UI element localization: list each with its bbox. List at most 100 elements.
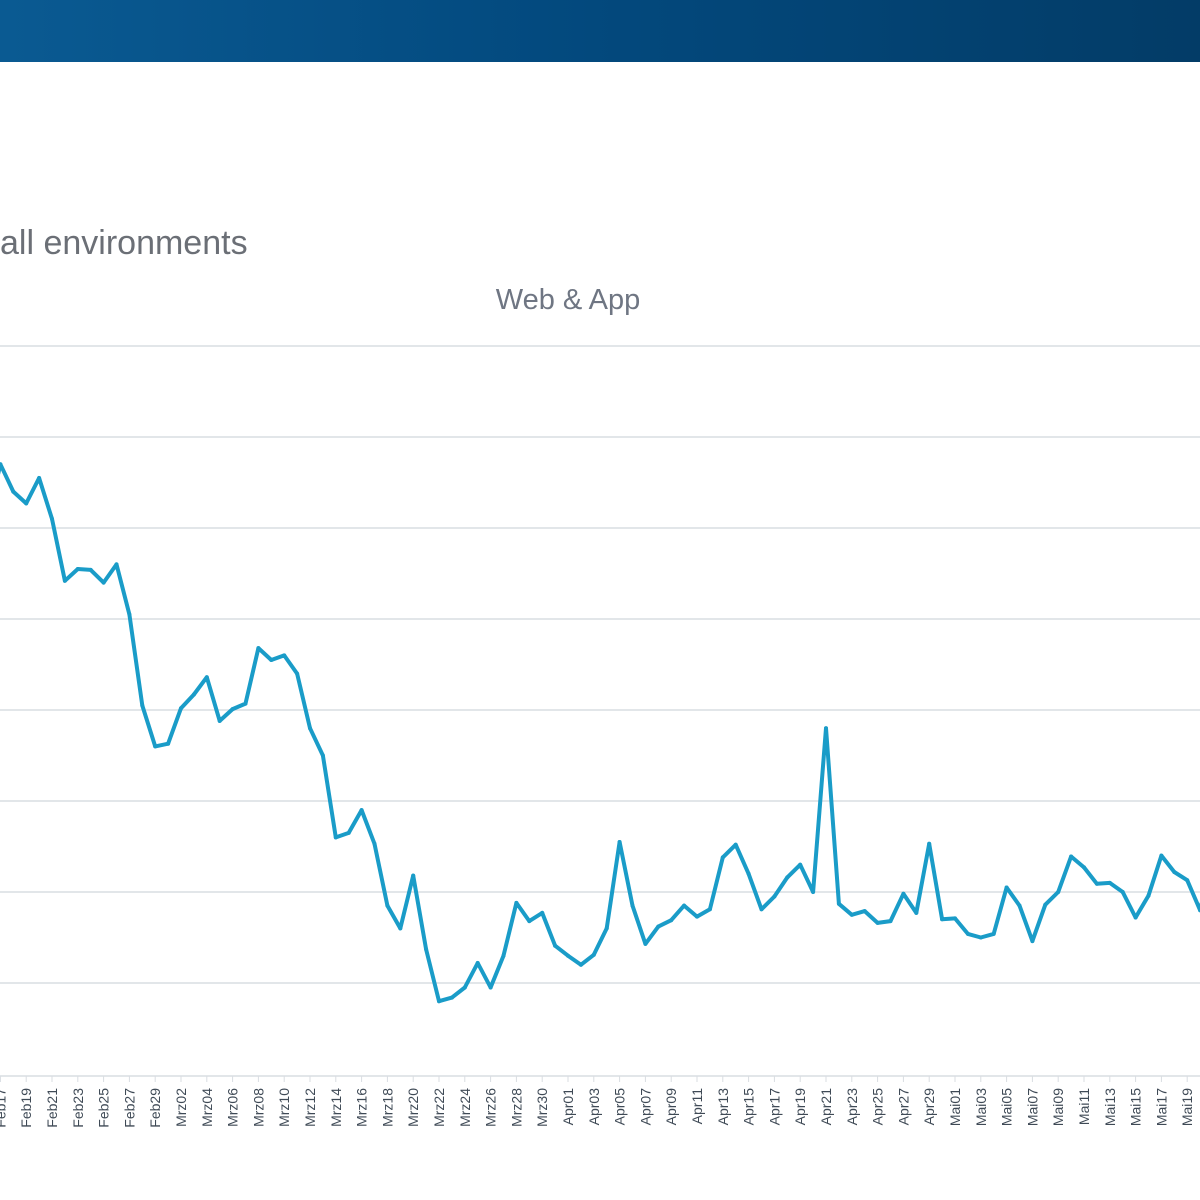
data-point	[1043, 902, 1048, 907]
data-point	[424, 947, 429, 952]
data-point	[88, 567, 93, 572]
x-tick-label: Mrz20	[405, 1088, 421, 1127]
series-line	[0, 462, 1200, 1004]
x-tick-label: Feb19	[18, 1088, 34, 1128]
x-tick-label: Apr29	[921, 1088, 937, 1126]
x-tick-label: Feb27	[121, 1088, 137, 1128]
data-point	[449, 995, 454, 1000]
data-point	[1133, 915, 1138, 920]
data-point	[875, 920, 880, 925]
data-point	[437, 999, 441, 1004]
data-point	[50, 516, 54, 521]
x-tick-label: Mrz06	[225, 1088, 241, 1127]
x-tick-label: Mrz10	[276, 1088, 292, 1127]
data-point	[1107, 880, 1112, 885]
data-point	[669, 918, 674, 923]
x-tick-label: Apr03	[586, 1088, 602, 1126]
data-point	[695, 914, 699, 919]
data-point	[243, 701, 248, 706]
x-tick-label: Mai13	[1102, 1088, 1118, 1126]
x-tick-label: Mai19	[1179, 1088, 1195, 1126]
data-point	[462, 985, 467, 990]
data-point	[398, 926, 403, 931]
data-point	[372, 841, 377, 846]
x-tick-label: Mrz12	[302, 1088, 318, 1127]
data-point	[604, 926, 609, 931]
data-point	[733, 842, 738, 847]
x-tick-label: Apr25	[870, 1088, 886, 1126]
x-tick-label: Mrz18	[379, 1088, 395, 1127]
x-tick-label: Mai17	[1153, 1088, 1169, 1126]
data-point	[553, 943, 558, 948]
data-point	[566, 953, 570, 958]
x-tick-label: Mai03	[973, 1088, 989, 1126]
data-point	[475, 961, 480, 965]
data-point	[359, 808, 364, 813]
data-point	[179, 706, 183, 711]
x-tick-label: Apr11	[689, 1088, 705, 1125]
x-tick-label: Mai05	[999, 1088, 1015, 1126]
data-point	[578, 962, 583, 967]
x-tick-label: Apr01	[560, 1088, 576, 1126]
x-tick-label: Mrz30	[534, 1088, 550, 1127]
data-point	[746, 871, 751, 876]
data-point	[346, 830, 351, 835]
data-point	[269, 658, 274, 662]
x-tick-label: Mrz24	[457, 1088, 473, 1127]
data-point	[707, 907, 712, 912]
x-tick-label: Apr05	[612, 1088, 628, 1126]
data-point	[527, 919, 532, 924]
x-tick-label: Apr23	[844, 1088, 860, 1126]
data-point	[785, 875, 790, 880]
data-point	[617, 840, 622, 844]
data-point	[256, 646, 261, 651]
data-point	[914, 910, 919, 915]
data-point	[488, 985, 493, 990]
x-tick-label: Mrz16	[354, 1088, 370, 1127]
data-point	[540, 910, 545, 915]
x-tick-label: Feb23	[70, 1088, 86, 1128]
data-point	[1172, 870, 1177, 874]
data-point	[1185, 878, 1190, 883]
x-tick-label: Feb29	[147, 1088, 163, 1128]
x-tick-label: Mrz14	[328, 1088, 344, 1127]
data-point	[1056, 890, 1061, 894]
header-bar	[0, 0, 1200, 62]
data-point	[1004, 885, 1009, 890]
x-tick-label: Apr17	[766, 1088, 782, 1126]
data-point	[114, 562, 119, 567]
data-point	[798, 862, 803, 867]
page-heading: all environments	[0, 224, 248, 262]
data-point	[1030, 939, 1035, 944]
data-point	[140, 703, 145, 708]
data-point	[166, 741, 171, 746]
x-tick-label: Mrz04	[199, 1088, 215, 1127]
data-point	[824, 726, 828, 731]
data-point	[333, 835, 338, 840]
x-tick-label: Feb25	[96, 1088, 112, 1128]
data-point	[282, 653, 287, 658]
data-point	[514, 900, 519, 905]
data-point	[836, 901, 841, 906]
data-point	[759, 907, 764, 912]
data-point	[591, 952, 596, 957]
x-tick-label: Feb17	[0, 1088, 8, 1128]
data-point	[501, 953, 506, 958]
x-tick-label: Mrz02	[173, 1088, 189, 1127]
data-point	[411, 873, 416, 878]
data-point	[1159, 853, 1164, 858]
x-tick-label: Apr27	[895, 1088, 911, 1126]
series-layer	[0, 462, 1200, 1004]
data-point	[308, 726, 312, 731]
data-point	[862, 909, 867, 914]
data-point	[965, 931, 970, 936]
data-point	[1082, 865, 1086, 870]
data-point	[991, 931, 996, 936]
data-point	[682, 903, 687, 908]
data-point	[0, 462, 3, 467]
data-point	[978, 935, 983, 940]
x-tick-label: Mai11	[1076, 1088, 1092, 1125]
data-point	[127, 612, 132, 617]
x-tick-label: Apr15	[741, 1088, 757, 1126]
